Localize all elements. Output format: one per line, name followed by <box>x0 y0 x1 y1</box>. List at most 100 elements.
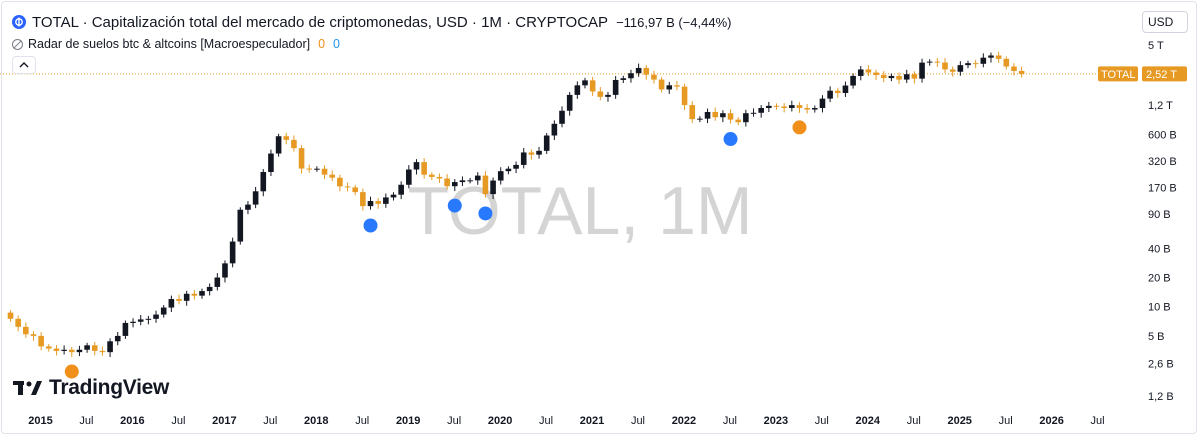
candle-body <box>398 184 404 195</box>
candle <box>23 322 29 338</box>
time-axis[interactable]: 2015 Jul 2016 Jul 2017 Jul 2018 Jul 2019 Jul 2020 J… <box>28 415 1104 427</box>
candle-body <box>23 326 29 335</box>
candle <box>520 148 527 169</box>
last-price-symbol-box <box>1098 66 1138 82</box>
candle <box>689 101 696 124</box>
candle <box>873 69 879 80</box>
last-price-tag: TOTAL 2,52 T <box>1098 66 1187 82</box>
candle-body <box>750 112 757 114</box>
candle-body <box>827 90 833 99</box>
candle-body <box>857 69 864 76</box>
candle <box>306 164 313 173</box>
candle-body <box>444 178 450 187</box>
indicator-legend[interactable]: Radar de suelos btc & altcoins [Macroesp… <box>12 35 340 53</box>
candle-body <box>758 108 764 113</box>
candle <box>160 305 167 318</box>
candle-body <box>206 286 213 292</box>
indicator-name[interactable]: Radar de suelos btc & altcoins [Macroesp… <box>28 37 311 51</box>
candle-body <box>122 322 129 336</box>
candle-body <box>406 169 412 185</box>
time-axis-label: Jul <box>447 415 461 427</box>
candle <box>766 101 772 112</box>
candle-body <box>559 110 565 124</box>
candle <box>68 346 75 358</box>
candle <box>888 73 895 82</box>
time-axis-label: 2018 <box>304 415 328 427</box>
candle <box>183 290 190 306</box>
candle-body <box>298 148 305 169</box>
candle <box>582 77 588 89</box>
candle <box>122 320 129 339</box>
candle <box>658 77 665 93</box>
time-axis-label: Jul <box>539 415 553 427</box>
candle-body <box>283 136 290 140</box>
candle <box>513 161 519 174</box>
candle-body <box>76 349 83 353</box>
candle <box>789 100 795 112</box>
candle <box>819 95 826 113</box>
candle-body <box>766 105 772 109</box>
candle <box>796 102 803 113</box>
candle <box>1003 56 1010 70</box>
candle-body <box>7 312 14 319</box>
bottom-radar-markers <box>64 120 807 379</box>
candle <box>237 207 244 245</box>
candle-body <box>436 176 443 179</box>
candle-body <box>903 74 910 80</box>
candle <box>329 170 336 182</box>
candle <box>834 87 841 98</box>
candle-body <box>237 209 244 242</box>
candle-body <box>145 318 152 320</box>
candle-body <box>306 168 313 170</box>
candle-body <box>260 172 267 192</box>
candle <box>46 343 52 352</box>
candle-body <box>46 346 52 349</box>
candle <box>260 169 267 197</box>
candle-body <box>850 75 856 86</box>
candle-body <box>214 277 221 287</box>
candle-body <box>865 69 872 73</box>
candle <box>76 345 83 357</box>
candle-body <box>375 201 381 204</box>
price-axis-label: 1,2 B <box>1148 391 1174 403</box>
candle-body <box>934 61 941 63</box>
price-axis[interactable]: 5 T 1,2 T 600 B 320 B 170 B 90 B 40 B 20 B 10 B 5… <box>1148 40 1177 403</box>
candle <box>911 71 918 84</box>
collapse-legend-button[interactable] <box>12 56 36 74</box>
candle-body <box>107 341 113 353</box>
candle <box>926 59 933 66</box>
candle <box>398 181 404 200</box>
candle-body <box>574 85 581 95</box>
time-axis-label: Jul <box>907 415 921 427</box>
symbol-title[interactable]: TOTAL · Capitalización total del mercado… <box>32 13 609 31</box>
candle-body <box>474 175 481 181</box>
candle-body <box>314 168 320 170</box>
time-axis-label: Jul <box>171 415 185 427</box>
time-axis-label: 2021 <box>580 415 604 427</box>
candle <box>268 149 274 176</box>
indicator-hidden-icon[interactable] <box>12 38 23 50</box>
orange-bottom-marker <box>64 364 79 379</box>
candle <box>321 165 328 180</box>
candle-body <box>612 79 619 95</box>
candle-body <box>628 73 634 79</box>
price-axis-label: 5 T <box>1148 40 1164 52</box>
candle-body <box>727 113 734 120</box>
candle <box>949 66 956 77</box>
time-axis-label: 2020 <box>488 415 512 427</box>
candle <box>551 120 558 140</box>
candle-body <box>834 90 841 93</box>
candle-body <box>995 55 1002 59</box>
candle <box>467 177 473 184</box>
candle <box>743 109 749 127</box>
candle-body <box>360 192 366 207</box>
candle-body <box>84 345 90 350</box>
candle-body <box>61 349 67 351</box>
candle-body <box>888 75 895 79</box>
candle-body <box>551 123 558 136</box>
candle <box>252 186 259 209</box>
currency-button[interactable]: USD <box>1142 11 1188 33</box>
candle <box>436 173 443 183</box>
